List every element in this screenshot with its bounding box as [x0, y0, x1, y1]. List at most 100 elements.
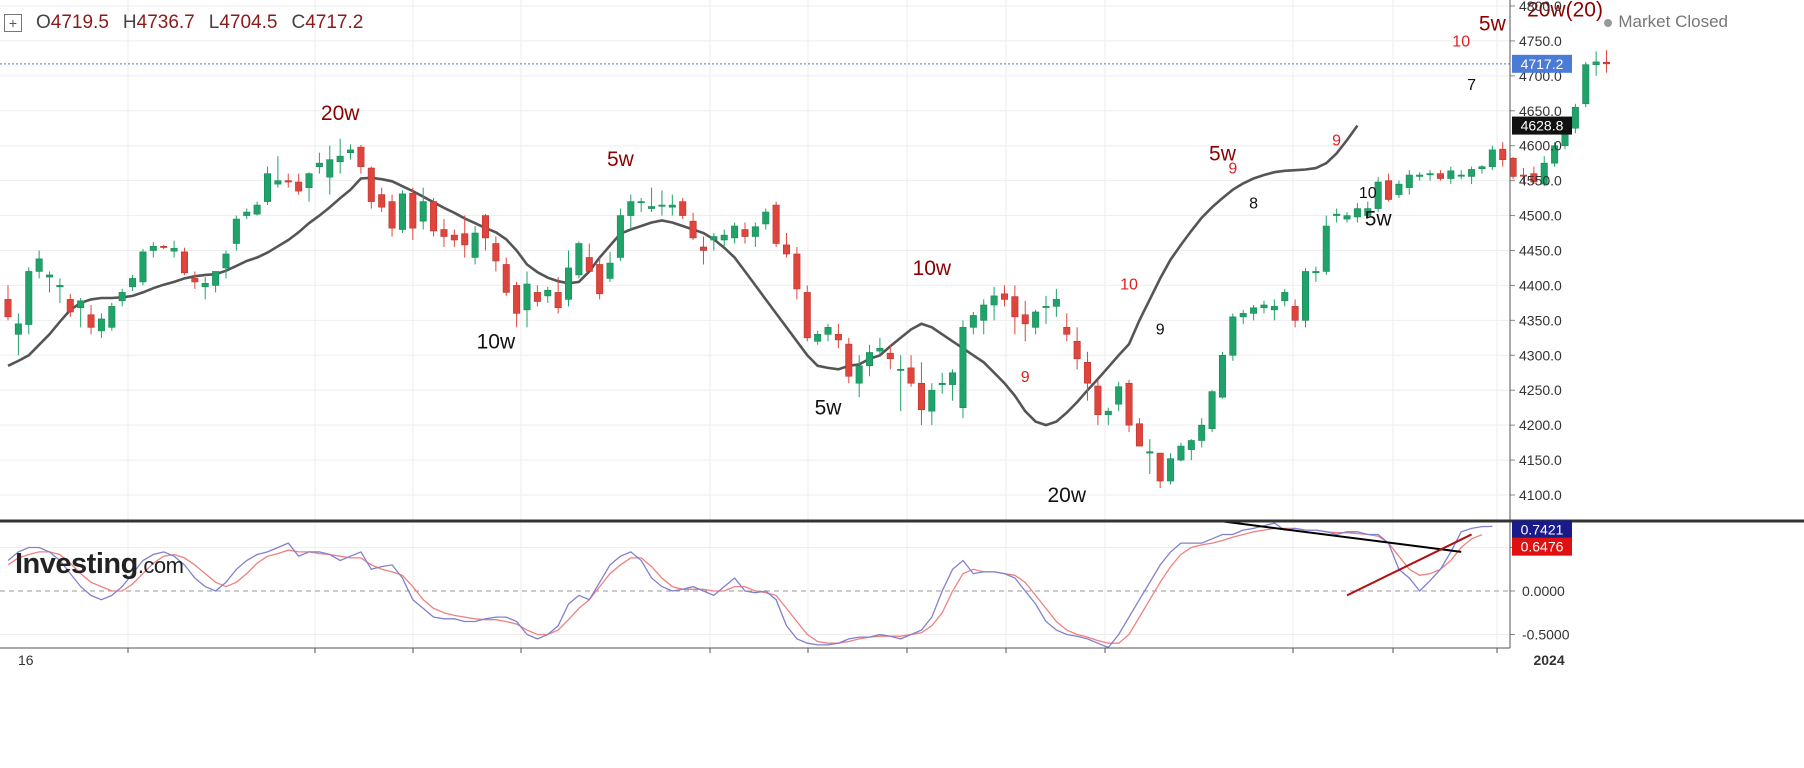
candle: [326, 145, 334, 195]
candle-body-up: [305, 173, 313, 188]
annotation-label: 7: [1467, 77, 1476, 94]
annotation-label: 10: [1120, 277, 1138, 294]
candle: [627, 194, 635, 230]
candle-body-down: [741, 229, 749, 237]
candle-body-up: [347, 149, 355, 153]
candle: [1156, 452, 1164, 489]
candle: [388, 194, 396, 237]
candle: [357, 145, 365, 174]
expand-plus-icon[interactable]: +: [4, 14, 22, 32]
candle: [201, 277, 209, 300]
candle: [886, 344, 894, 370]
candle: [710, 233, 718, 251]
candle: [35, 250, 43, 279]
stoch-k-tag-bg: [1512, 520, 1572, 539]
candle: [1239, 309, 1247, 324]
candle: [917, 362, 925, 426]
candle: [56, 278, 64, 303]
moving-average-line: [7, 124, 1359, 427]
price-tick-label: 4200.0: [1519, 417, 1562, 433]
candle: [596, 257, 604, 300]
annotation-label: 10: [1359, 185, 1377, 202]
candle-body-down: [409, 192, 417, 229]
candle-body-down: [1073, 341, 1081, 360]
candle: [1125, 379, 1133, 433]
candle: [1000, 285, 1008, 307]
candle: [295, 173, 303, 195]
candle-body-up: [263, 173, 271, 202]
candle: [471, 226, 479, 265]
candle-body-down: [782, 244, 790, 255]
stoch-d-tag-bg: [1512, 537, 1572, 556]
candle: [845, 337, 853, 384]
candle: [720, 229, 728, 247]
high-label: H: [122, 12, 137, 33]
candle: [1208, 390, 1216, 433]
candle: [108, 302, 116, 331]
price-tick-label: 4300.0: [1519, 347, 1562, 363]
chart-grid: [0, 0, 1510, 648]
candle: [866, 344, 874, 377]
candle: [1229, 313, 1237, 361]
candle-body-up: [243, 211, 251, 216]
candle-body-up: [876, 347, 884, 352]
candle: [1135, 418, 1143, 447]
candle-body-up: [1395, 183, 1403, 195]
price-tick-label: 4650.0: [1519, 103, 1562, 119]
candle: [606, 251, 614, 282]
annotation-label: 5w: [1365, 207, 1393, 230]
candle-body-up: [1405, 174, 1413, 188]
candle-body-up: [855, 365, 863, 384]
candle: [4, 285, 12, 321]
candle-body-up: [129, 278, 137, 288]
candle-body-down: [1084, 361, 1092, 384]
candle-body-down: [533, 292, 541, 302]
candle: [544, 286, 552, 303]
candle-body-up: [1208, 391, 1216, 429]
price-tick-label: 4800.0: [1519, 0, 1562, 14]
candle: [180, 247, 188, 275]
candle-body-up: [1281, 292, 1289, 302]
candle: [772, 201, 780, 247]
candle: [980, 299, 988, 335]
candle: [876, 337, 884, 356]
candle-body-down: [1385, 180, 1393, 200]
candle-body-down: [66, 299, 74, 313]
candle-body-up: [222, 253, 230, 269]
candle-body-up: [523, 283, 531, 311]
price-tick-label: 4750.0: [1519, 33, 1562, 49]
candle-body-up: [751, 226, 759, 237]
candle-body-up: [232, 218, 240, 244]
candle-body-up: [928, 389, 936, 412]
candle-body-down: [907, 367, 915, 384]
candle-body-up: [398, 193, 406, 230]
candle-body-up: [627, 201, 635, 216]
candle-body-up: [1416, 174, 1424, 177]
candle-body-up: [118, 292, 126, 302]
candle: [46, 271, 54, 293]
candle-body-down: [699, 246, 707, 251]
stoch-d-tag: 0.6476: [1512, 537, 1572, 556]
candle: [263, 166, 271, 206]
candle: [87, 304, 95, 335]
annotation-label: 10w: [477, 330, 516, 353]
candle: [938, 372, 946, 394]
candle-body-down: [1499, 148, 1507, 160]
stoch-tick-label: 0.0000: [1522, 583, 1565, 599]
last-price-tag-text: 4717.2: [1521, 56, 1564, 72]
candle-body-up: [969, 315, 977, 328]
candle-body-up: [1426, 173, 1434, 176]
trend-line: [1346, 533, 1473, 597]
candle-body-up: [326, 159, 334, 178]
candle: [1322, 215, 1330, 275]
candle-body-down: [284, 180, 292, 183]
candle: [1603, 50, 1611, 73]
candle-body-up: [897, 368, 905, 371]
candle: [1218, 351, 1226, 399]
candle-body-down: [357, 146, 365, 167]
candle-body-down: [4, 299, 12, 318]
candle-body-down: [1094, 385, 1102, 415]
moving-average-layer: [7, 124, 1359, 427]
